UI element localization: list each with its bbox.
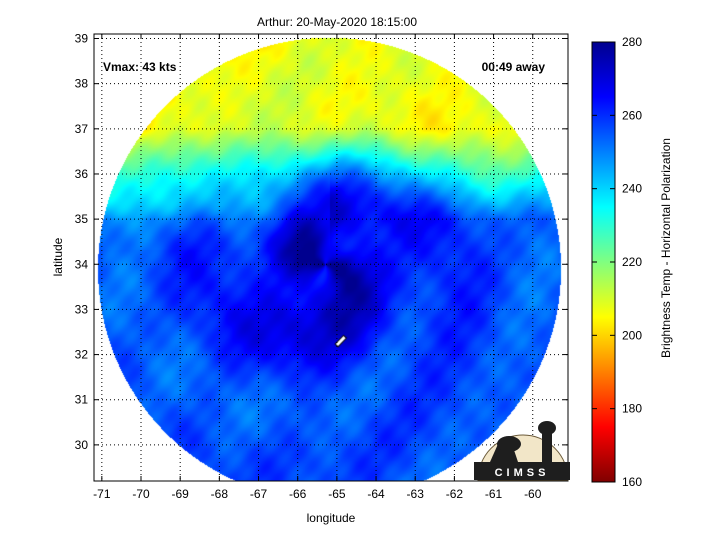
x-tick-label: -67 [250, 487, 268, 501]
cimss-logo: CIMSS [474, 421, 570, 481]
colorbar-tick-label: 240 [622, 182, 642, 196]
x-tick-label: -66 [289, 487, 307, 501]
grid-lines [94, 34, 568, 481]
x-tick-label: -63 [407, 487, 425, 501]
vmax-annotation: Vmax: 43 kts [103, 60, 177, 74]
x-axis-ticks: -71 -70 -69 -68 -67 -66 -65 -64 -63 -62 -61 -60 [93, 34, 542, 501]
brightness-temperature-field [94, 34, 568, 481]
colorbar-tick-label: 260 [622, 108, 642, 122]
x-tick-label: -71 [93, 487, 111, 501]
y-tick-label: 36 [75, 167, 89, 181]
x-tick-label: -61 [485, 487, 503, 501]
axes-frame [93, 33, 569, 482]
y-tick-label: 39 [75, 32, 89, 46]
x-tick-label: -60 [524, 487, 542, 501]
colorbar-tick-label: 180 [622, 402, 642, 416]
colorbar-tick-label: 220 [622, 255, 642, 269]
logo-text: CIMSS [495, 467, 550, 479]
y-tick-label: 30 [75, 438, 89, 452]
colorbar-label: Brightness Temp - Horizontal Polarizatio… [659, 138, 673, 358]
x-tick-label: -68 [211, 487, 229, 501]
y-axis-ticks: 30 31 32 33 34 35 36 37 38 39 [75, 32, 568, 452]
colorbar-ticks: 160 180 200 220 240 260 280 [592, 35, 642, 489]
y-tick-label: 32 [75, 348, 89, 362]
x-tick-label: -70 [132, 487, 150, 501]
y-tick-label: 37 [75, 122, 89, 136]
time-away-annotation: 00:49 away [482, 60, 546, 74]
colorbar-tick-label: 280 [622, 35, 642, 49]
x-tick-label: -69 [172, 487, 190, 501]
x-tick-label: -65 [328, 487, 346, 501]
y-tick-label: 34 [75, 257, 89, 271]
y-tick-label: 38 [75, 77, 89, 91]
plot-area [94, 34, 568, 481]
chart-title: Arthur: 20-May-2020 18:15:00 [257, 15, 417, 29]
x-tick-label: -62 [446, 487, 464, 501]
x-tick-label: -64 [367, 487, 385, 501]
y-tick-label: 35 [75, 212, 89, 226]
colorbar-tick-label: 200 [622, 328, 642, 342]
colorbar-tick-label: 160 [622, 475, 642, 489]
y-axis-label: latitude [51, 237, 65, 276]
x-axis-label: longitude [307, 511, 356, 525]
y-tick-label: 31 [75, 393, 89, 407]
y-tick-label: 33 [75, 302, 89, 316]
